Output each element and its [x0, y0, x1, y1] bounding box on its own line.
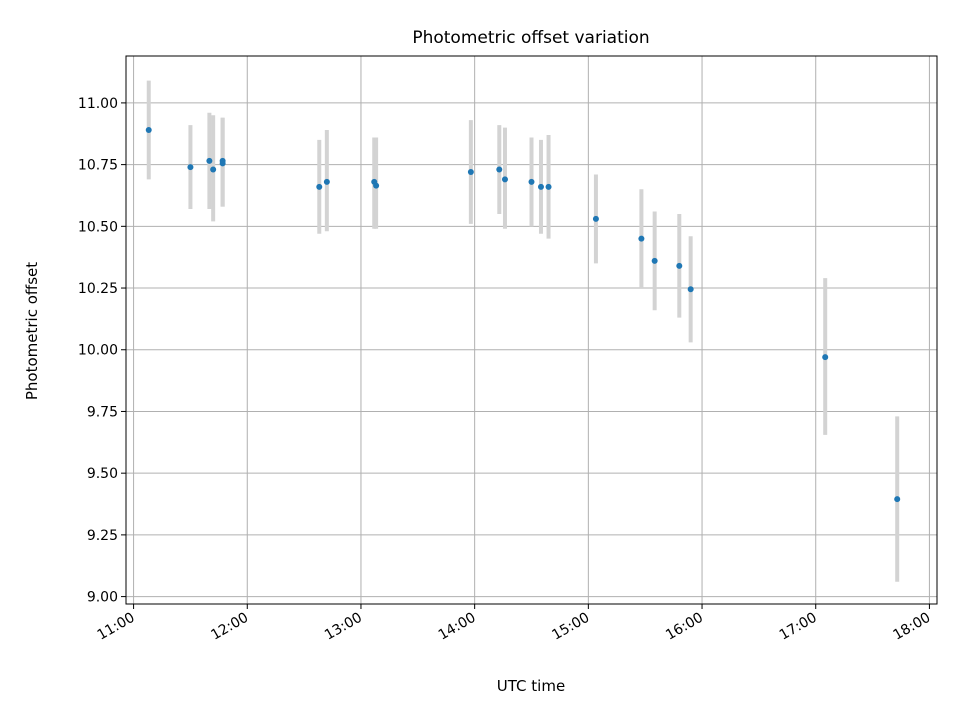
data-point — [592, 215, 599, 222]
data-point — [316, 183, 323, 190]
y-tick-label: 9.50 — [87, 466, 118, 482]
y-tick-label: 10.75 — [78, 158, 118, 174]
y-tick-label: 11.00 — [78, 96, 118, 112]
y-tick-label: 9.00 — [87, 590, 118, 606]
data-point — [894, 496, 901, 503]
data-point — [537, 183, 544, 190]
data-point — [651, 257, 658, 264]
data-point — [676, 262, 683, 269]
data-point — [822, 354, 829, 361]
data-point — [206, 157, 213, 164]
y-tick-label: 10.00 — [78, 343, 118, 359]
data-point — [638, 235, 645, 242]
x-axis-label: UTC time — [497, 677, 565, 695]
data-points — [145, 127, 901, 503]
data-point — [687, 286, 694, 293]
data-point — [373, 182, 380, 189]
data-point — [187, 164, 194, 171]
y-tick-label: 9.25 — [87, 528, 118, 544]
data-point — [528, 178, 535, 185]
data-point — [496, 166, 503, 173]
y-tick-label: 10.25 — [78, 281, 118, 297]
y-tick-label: 10.50 — [78, 219, 118, 235]
y-axis-label: Photometric offset — [23, 262, 41, 400]
data-point — [545, 183, 552, 190]
chart-title: Photometric offset variation — [412, 28, 649, 48]
data-point — [210, 166, 217, 173]
y-axis-ticks: 9.00 9.25 9.50 9.75 10.00 10.25 10.50 10.75 11.0… — [78, 96, 126, 606]
data-point — [323, 178, 330, 185]
plot-area-frame — [125, 55, 938, 605]
data-point — [145, 127, 152, 134]
y-tick-label: 9.75 — [87, 404, 118, 420]
data-point — [501, 176, 508, 183]
data-point — [219, 160, 226, 167]
data-point — [467, 169, 474, 176]
